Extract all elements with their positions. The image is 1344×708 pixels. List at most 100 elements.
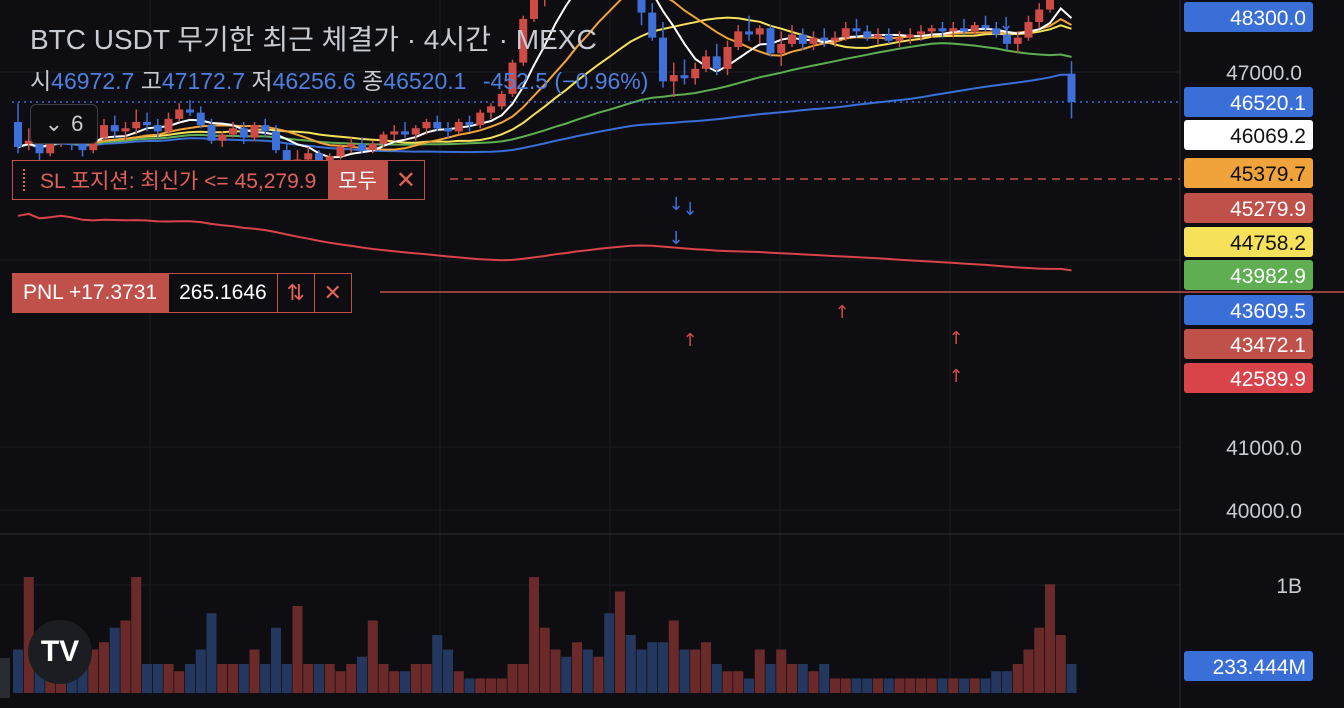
candle-body xyxy=(89,137,98,151)
candle-body xyxy=(745,31,753,35)
candle-body xyxy=(648,12,657,38)
candle-body xyxy=(938,28,947,32)
volume-bar xyxy=(905,678,916,693)
close-icon[interactable]: ✕ xyxy=(386,161,424,199)
volume-bar xyxy=(142,664,152,693)
volume-bar xyxy=(174,671,185,693)
volume-bar xyxy=(357,656,367,693)
scroll-handle[interactable] xyxy=(0,658,10,698)
drag-handle-icon[interactable] xyxy=(23,169,28,191)
price-badge-label: 48300.0 xyxy=(1230,7,1306,30)
volume-bar xyxy=(808,671,819,693)
volume-bar xyxy=(873,678,883,693)
candle-body xyxy=(841,28,850,38)
reverse-position-icon[interactable]: ⇅ xyxy=(276,274,314,312)
candle-body xyxy=(949,28,958,32)
open-label: 시 xyxy=(30,68,52,94)
volume-bar xyxy=(496,678,507,693)
close-position-icon[interactable]: ✕ xyxy=(313,274,351,312)
price-badge-label: 233.444M xyxy=(1213,656,1306,679)
sell-signal-arrow-icon: ↓ xyxy=(668,194,683,215)
candle-body xyxy=(347,143,356,147)
volume-bar xyxy=(582,649,593,693)
price-badge-label: 43982.9 xyxy=(1230,265,1306,288)
position-line[interactable]: PNL +17.3731 265.1646 ⇅ ✕ xyxy=(12,273,352,313)
candle-body xyxy=(433,122,442,129)
volume-bar xyxy=(765,664,776,693)
candle-body xyxy=(755,28,764,35)
chevron-down-icon: ⌄ xyxy=(44,111,64,136)
volume-bar xyxy=(744,678,754,693)
volume-bar xyxy=(335,671,346,693)
candle-body xyxy=(261,125,270,132)
candle-body xyxy=(519,18,528,63)
volume-bar xyxy=(647,642,658,693)
tradingview-logo[interactable]: TV xyxy=(28,620,92,684)
candle-body xyxy=(121,128,130,132)
volume-bar xyxy=(593,656,604,693)
price-axis-tick: 40000.0 xyxy=(1226,500,1302,523)
candle-body xyxy=(110,125,119,132)
volume-bar xyxy=(894,678,905,693)
candle-body xyxy=(497,93,506,107)
candle-body xyxy=(304,153,313,160)
candle-body xyxy=(981,25,990,29)
volume-bar xyxy=(281,664,292,693)
indicators-toggle-button[interactable]: ⌄ 6 xyxy=(30,104,98,144)
volume-bar xyxy=(163,664,174,693)
volume-bar xyxy=(486,678,496,693)
price-badge-label: 44758.2 xyxy=(1230,232,1306,255)
candle-body xyxy=(992,28,1001,35)
candle-body xyxy=(874,34,882,38)
candle-body xyxy=(960,28,968,32)
volume-bar xyxy=(1055,635,1066,693)
stop-loss-order-line[interactable]: SL 포지션: 최신가 <= 45,279.9 모두 ✕ xyxy=(12,160,425,200)
volume-bar xyxy=(131,577,142,693)
candle-body xyxy=(454,122,463,132)
volume-bar xyxy=(88,649,99,693)
candle-body xyxy=(1046,0,1054,10)
volume-bar xyxy=(969,678,980,693)
price-badge xyxy=(1184,227,1313,257)
volume-bar xyxy=(389,671,400,693)
change-value: -452.5 (−0.96%) xyxy=(482,68,649,94)
volume-bar xyxy=(948,678,959,693)
low-label: 저 xyxy=(251,68,273,94)
volume-bar xyxy=(830,678,840,693)
stop-loss-all-button[interactable]: 모두 xyxy=(328,161,387,199)
high-value: 47172.7 xyxy=(161,68,246,94)
candle-body xyxy=(530,0,538,19)
volume-bar xyxy=(185,664,195,693)
volume-bar xyxy=(840,678,851,693)
volume-bar xyxy=(572,642,582,693)
price-badge-label: 42589.9 xyxy=(1230,368,1306,391)
open-value: 46972.7 xyxy=(51,68,135,94)
volume-bar xyxy=(443,649,453,693)
volume-bar xyxy=(797,664,808,693)
volume-bar xyxy=(980,678,991,693)
volume-bar xyxy=(539,627,550,693)
candle-body xyxy=(229,128,237,135)
volume-bar xyxy=(819,664,830,693)
volume-bar xyxy=(475,678,486,693)
volume-bar xyxy=(991,671,1002,693)
volume-bar xyxy=(410,664,421,693)
volume-bar xyxy=(507,664,518,693)
volume-bar xyxy=(518,664,529,693)
candle-body xyxy=(777,43,786,54)
volume-bar xyxy=(217,664,228,693)
ma-line-60 xyxy=(17,73,1072,154)
candle-body xyxy=(35,140,44,154)
volume-bar xyxy=(400,671,410,693)
buy-signal-arrow-icon: ↑ xyxy=(834,302,849,323)
candle-body xyxy=(788,34,796,44)
volume-bar xyxy=(367,620,378,693)
volume-bar xyxy=(346,664,357,693)
candle-body xyxy=(78,143,87,151)
stop-loss-label[interactable]: SL 포지션: 최신가 <= 45,279.9 xyxy=(13,161,329,199)
volume-bar xyxy=(550,649,561,693)
candle-body xyxy=(282,150,291,163)
position-quantity: 265.1646 xyxy=(169,274,277,312)
volume-bar xyxy=(883,678,894,693)
